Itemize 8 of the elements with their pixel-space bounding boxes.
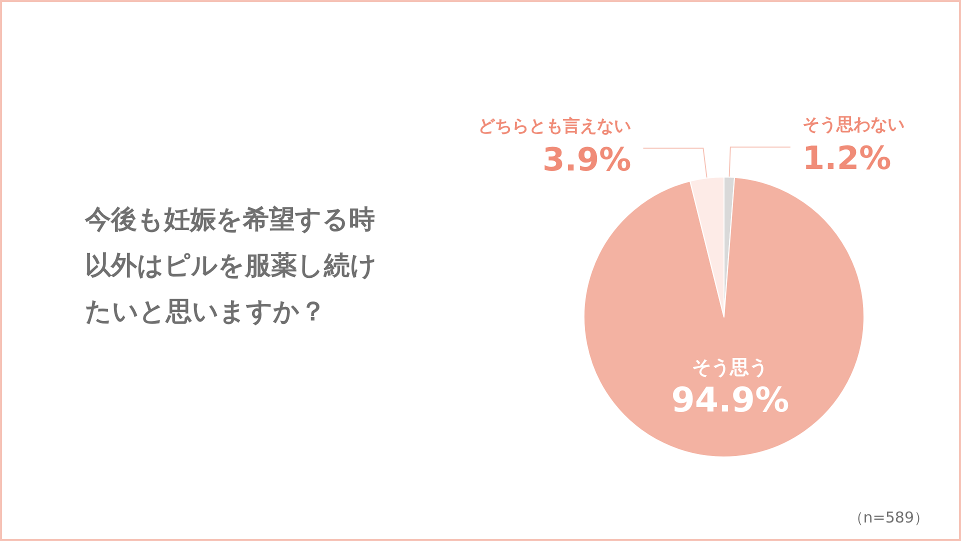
data-label: 3.9% — [542, 140, 632, 178]
slice-label: そう思わない — [802, 115, 904, 136]
slice-label: そう思う — [692, 356, 768, 379]
text: 今後も妊娠を希望する時以外はピルを服薬し続けたいと思いますか？ — [84, 205, 377, 327]
data-label: 1.2% — [802, 139, 892, 178]
text: （n=589） — [848, 508, 930, 526]
data-label: 94.9% — [671, 380, 790, 421]
slice-label: どちらとも言えない — [478, 116, 632, 136]
